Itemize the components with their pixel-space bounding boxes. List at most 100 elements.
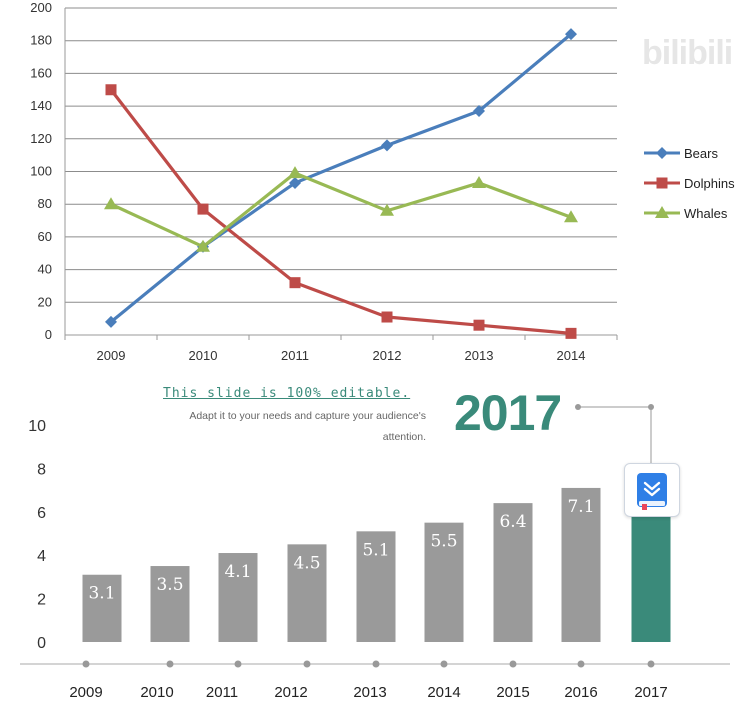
series-dolphins bbox=[105, 84, 577, 339]
series-line bbox=[109, 32, 573, 324]
legend-label: Bears bbox=[684, 146, 718, 161]
x-tick-label: 2017 bbox=[634, 684, 667, 701]
legend-item-dolphins: Dolphins bbox=[644, 176, 735, 191]
bar bbox=[424, 522, 464, 642]
y-tick-label: 40 bbox=[38, 262, 52, 277]
series-line bbox=[109, 88, 572, 335]
x-tick-label: 2011 bbox=[281, 348, 309, 363]
bar bbox=[356, 531, 396, 642]
y-tick-label: 4 bbox=[37, 548, 46, 565]
series-whales bbox=[104, 166, 578, 252]
y-tick-label: 2 bbox=[37, 592, 46, 609]
x-tick-label: 2009 bbox=[97, 348, 126, 363]
timeline-dot bbox=[577, 660, 585, 668]
y-tick-label: 120 bbox=[30, 131, 52, 146]
bar bbox=[561, 487, 601, 642]
legend-swatch-marker bbox=[655, 206, 669, 218]
legend-swatch-marker bbox=[656, 177, 668, 189]
bar-value-label: 3.5 bbox=[156, 575, 183, 595]
data-point bbox=[197, 203, 209, 215]
y-tick-label: 140 bbox=[30, 98, 52, 113]
data-point bbox=[473, 105, 485, 118]
x-tick-label: 2009 bbox=[69, 684, 102, 701]
highlight-year: 2017 bbox=[454, 385, 562, 441]
slide-description: Adapt it to your needs and capture your … bbox=[140, 406, 426, 448]
y-tick-label: 100 bbox=[30, 164, 52, 179]
y-tick-label: 8 bbox=[37, 461, 46, 478]
timeline-dot bbox=[440, 660, 448, 668]
bar bbox=[150, 566, 190, 642]
y-tick-label: 60 bbox=[38, 229, 52, 244]
data-point bbox=[564, 210, 578, 223]
bar bbox=[82, 574, 122, 642]
timeline-dot bbox=[372, 660, 380, 668]
y-tick-label: 10 bbox=[28, 418, 46, 435]
data-point bbox=[105, 315, 117, 328]
x-tick-label: 2010 bbox=[140, 684, 173, 701]
data-point bbox=[288, 166, 302, 179]
timeline-dot bbox=[647, 660, 655, 668]
slide-description-line-2: attention. bbox=[382, 431, 426, 443]
bar-value-label: 5.5 bbox=[430, 532, 457, 552]
slide-description-line-1: Adapt it to your needs and capture your … bbox=[189, 410, 426, 422]
connector-dot bbox=[648, 404, 654, 410]
bar-value-label: 3.1 bbox=[88, 584, 115, 604]
data-point bbox=[381, 311, 393, 323]
data-point bbox=[473, 319, 485, 331]
y-tick-label: 0 bbox=[37, 635, 46, 652]
bar-value-label: 7.1 bbox=[567, 497, 594, 517]
bilibili-watermark: bilibili bbox=[642, 34, 733, 72]
x-tick-label: 2016 bbox=[564, 684, 597, 701]
timeline-dot bbox=[303, 660, 311, 668]
y-tick-label: 180 bbox=[30, 33, 52, 48]
x-tick-label: 2013 bbox=[353, 684, 386, 701]
x-tick-label: 2012 bbox=[274, 684, 307, 701]
y-tick-label: 80 bbox=[38, 196, 52, 211]
y-tick-label: 6 bbox=[37, 505, 46, 522]
timeline-dot bbox=[82, 660, 90, 668]
data-point bbox=[565, 28, 577, 41]
y-tick-label: 0 bbox=[45, 327, 52, 342]
bar bbox=[218, 553, 258, 642]
x-tick-label: 2013 bbox=[465, 348, 494, 363]
data-point bbox=[289, 176, 301, 189]
legend-item-bears: Bears bbox=[644, 146, 718, 161]
data-point bbox=[105, 84, 117, 96]
bar bbox=[493, 503, 533, 642]
data-point bbox=[472, 175, 486, 188]
data-point bbox=[104, 197, 118, 210]
x-tick-label: 2012 bbox=[373, 348, 402, 363]
x-tick-label: 2010 bbox=[189, 348, 218, 363]
bar-value-label: 4.5 bbox=[293, 553, 320, 573]
timeline-dot bbox=[234, 660, 242, 668]
x-tick-label: 2015 bbox=[496, 684, 529, 701]
bar-value-label: 6.4 bbox=[499, 512, 526, 532]
book-download-icon bbox=[637, 473, 667, 510]
slide-headline: This slide is 100% editable. bbox=[163, 386, 411, 401]
y-tick-label: 160 bbox=[30, 65, 52, 80]
legend-label: Dolphins bbox=[684, 176, 735, 191]
bar bbox=[287, 544, 327, 642]
connector-dot bbox=[575, 404, 581, 410]
legend-swatch-marker bbox=[656, 147, 668, 159]
data-point bbox=[196, 239, 210, 252]
y-tick-label: 200 bbox=[30, 0, 52, 15]
x-tick-label: 2014 bbox=[557, 348, 586, 363]
data-point bbox=[381, 139, 393, 152]
book-download-button[interactable] bbox=[624, 463, 680, 517]
legend-item-whales: Whales bbox=[644, 206, 728, 221]
bar-value-label: 4.1 bbox=[224, 562, 251, 582]
legend-label: Whales bbox=[684, 206, 728, 221]
x-tick-label: 2014 bbox=[427, 684, 460, 701]
data-point bbox=[380, 203, 394, 216]
data-point bbox=[565, 327, 577, 339]
data-point bbox=[289, 277, 301, 289]
timeline-dot bbox=[509, 660, 517, 668]
line-chart: 0 20 40 60 80 100 120 140 160 180 200 2009 2010 2011 2… bbox=[30, 0, 735, 363]
series-line bbox=[110, 171, 572, 249]
x-tick-label: 2011 bbox=[206, 684, 238, 701]
timeline-dot bbox=[166, 660, 174, 668]
bar-value-label: 5.1 bbox=[362, 540, 389, 560]
y-tick-label: 20 bbox=[38, 294, 52, 309]
